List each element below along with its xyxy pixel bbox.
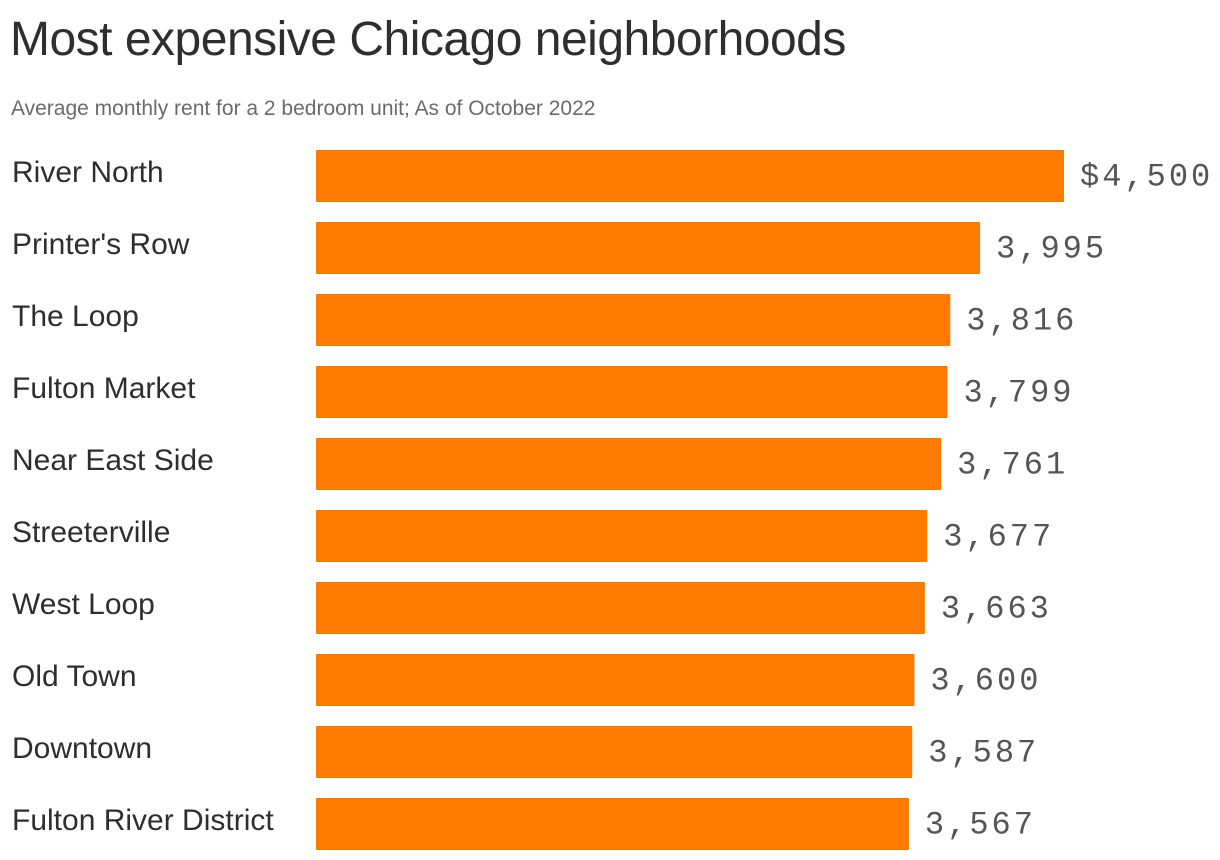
category-label: Streeterville <box>12 516 170 549</box>
category-label: Downtown <box>12 732 152 765</box>
value-label: 3,587 <box>928 734 1039 771</box>
bar <box>316 366 948 418</box>
bar <box>316 726 913 778</box>
bar <box>316 222 981 274</box>
chart-subtitle: Average monthly rent for a 2 bedroom uni… <box>11 97 596 120</box>
value-label: 3,995 <box>996 230 1107 267</box>
category-label: Fulton Market <box>12 372 196 405</box>
category-label: West Loop <box>12 588 155 621</box>
bar <box>316 582 925 634</box>
value-label: 3,761 <box>957 446 1068 483</box>
value-label: 3,663 <box>941 590 1052 627</box>
category-label: River North <box>12 156 164 189</box>
value-label: 3,799 <box>963 374 1074 411</box>
category-label: Near East Side <box>12 444 214 477</box>
category-label: Old Town <box>12 660 137 693</box>
value-label: 3,816 <box>966 302 1077 339</box>
category-label: The Loop <box>12 300 139 333</box>
bar <box>316 510 928 562</box>
value-label: 3,677 <box>943 518 1054 555</box>
bar <box>316 294 951 346</box>
bar <box>316 150 1064 202</box>
value-label: 3,567 <box>925 806 1036 843</box>
category-label: Fulton River District <box>12 804 274 837</box>
category-label: Printer's Row <box>12 228 190 261</box>
bar <box>316 798 909 850</box>
value-label: $4,500 <box>1080 158 1213 195</box>
bar <box>316 654 915 706</box>
bar <box>316 438 942 490</box>
value-label: 3,600 <box>930 662 1041 699</box>
chart-title: Most expensive Chicago neighborhoods <box>10 13 846 66</box>
